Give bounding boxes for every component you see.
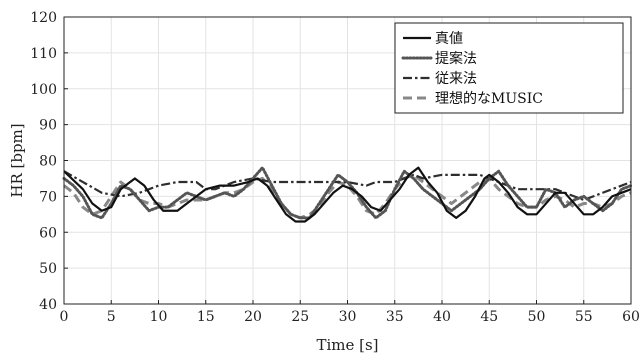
series-layer bbox=[62, 166, 633, 223]
x-tick-label: 0 bbox=[60, 309, 69, 325]
x-axis-label: Time [s] bbox=[316, 336, 378, 354]
y-tick-label: 60 bbox=[39, 225, 57, 241]
y-tick-label: 110 bbox=[30, 46, 57, 62]
y-tick-label: 50 bbox=[39, 261, 57, 277]
x-tick-label: 45 bbox=[480, 309, 498, 325]
series-line-1 bbox=[62, 166, 633, 220]
y-tick-label: 90 bbox=[39, 118, 57, 134]
x-tick-label: 30 bbox=[339, 309, 357, 325]
y-tick-label: 70 bbox=[39, 189, 57, 205]
y-tick-label: 40 bbox=[39, 297, 57, 313]
y-tick-label: 100 bbox=[30, 82, 57, 98]
x-tick-label: 60 bbox=[622, 309, 640, 325]
x-tick-label: 15 bbox=[197, 309, 215, 325]
x-tick-label: 10 bbox=[150, 309, 168, 325]
x-tick-label: 40 bbox=[433, 309, 451, 325]
legend-label: 従来法 bbox=[435, 71, 477, 87]
x-tick-label: 25 bbox=[291, 309, 309, 325]
x-tick-label: 55 bbox=[575, 309, 593, 325]
legend-label: 理想的なMUSIC bbox=[435, 91, 543, 107]
y-tick-labels: 40 50 60 70 80 90 100 110 120 bbox=[30, 10, 68, 313]
series-line-2 bbox=[63, 170, 632, 202]
x-tick-label: 50 bbox=[528, 309, 546, 325]
series-line-0 bbox=[63, 166, 632, 223]
y-tick-label: 80 bbox=[39, 154, 57, 170]
x-tick-label: 35 bbox=[386, 309, 404, 325]
x-tick-labels: 0 5 10 15 20 25 30 35 40 45 50 55 60 bbox=[60, 300, 640, 325]
x-tick-label: 5 bbox=[107, 309, 116, 325]
legend-box bbox=[394, 22, 624, 114]
y-tick-label: 120 bbox=[30, 10, 57, 26]
legend-label: 真値 bbox=[435, 31, 463, 47]
x-tick-label: 20 bbox=[244, 309, 262, 325]
y-axis-label: HR [bpm] bbox=[8, 123, 26, 197]
legend-label: 提案法 bbox=[435, 50, 477, 67]
